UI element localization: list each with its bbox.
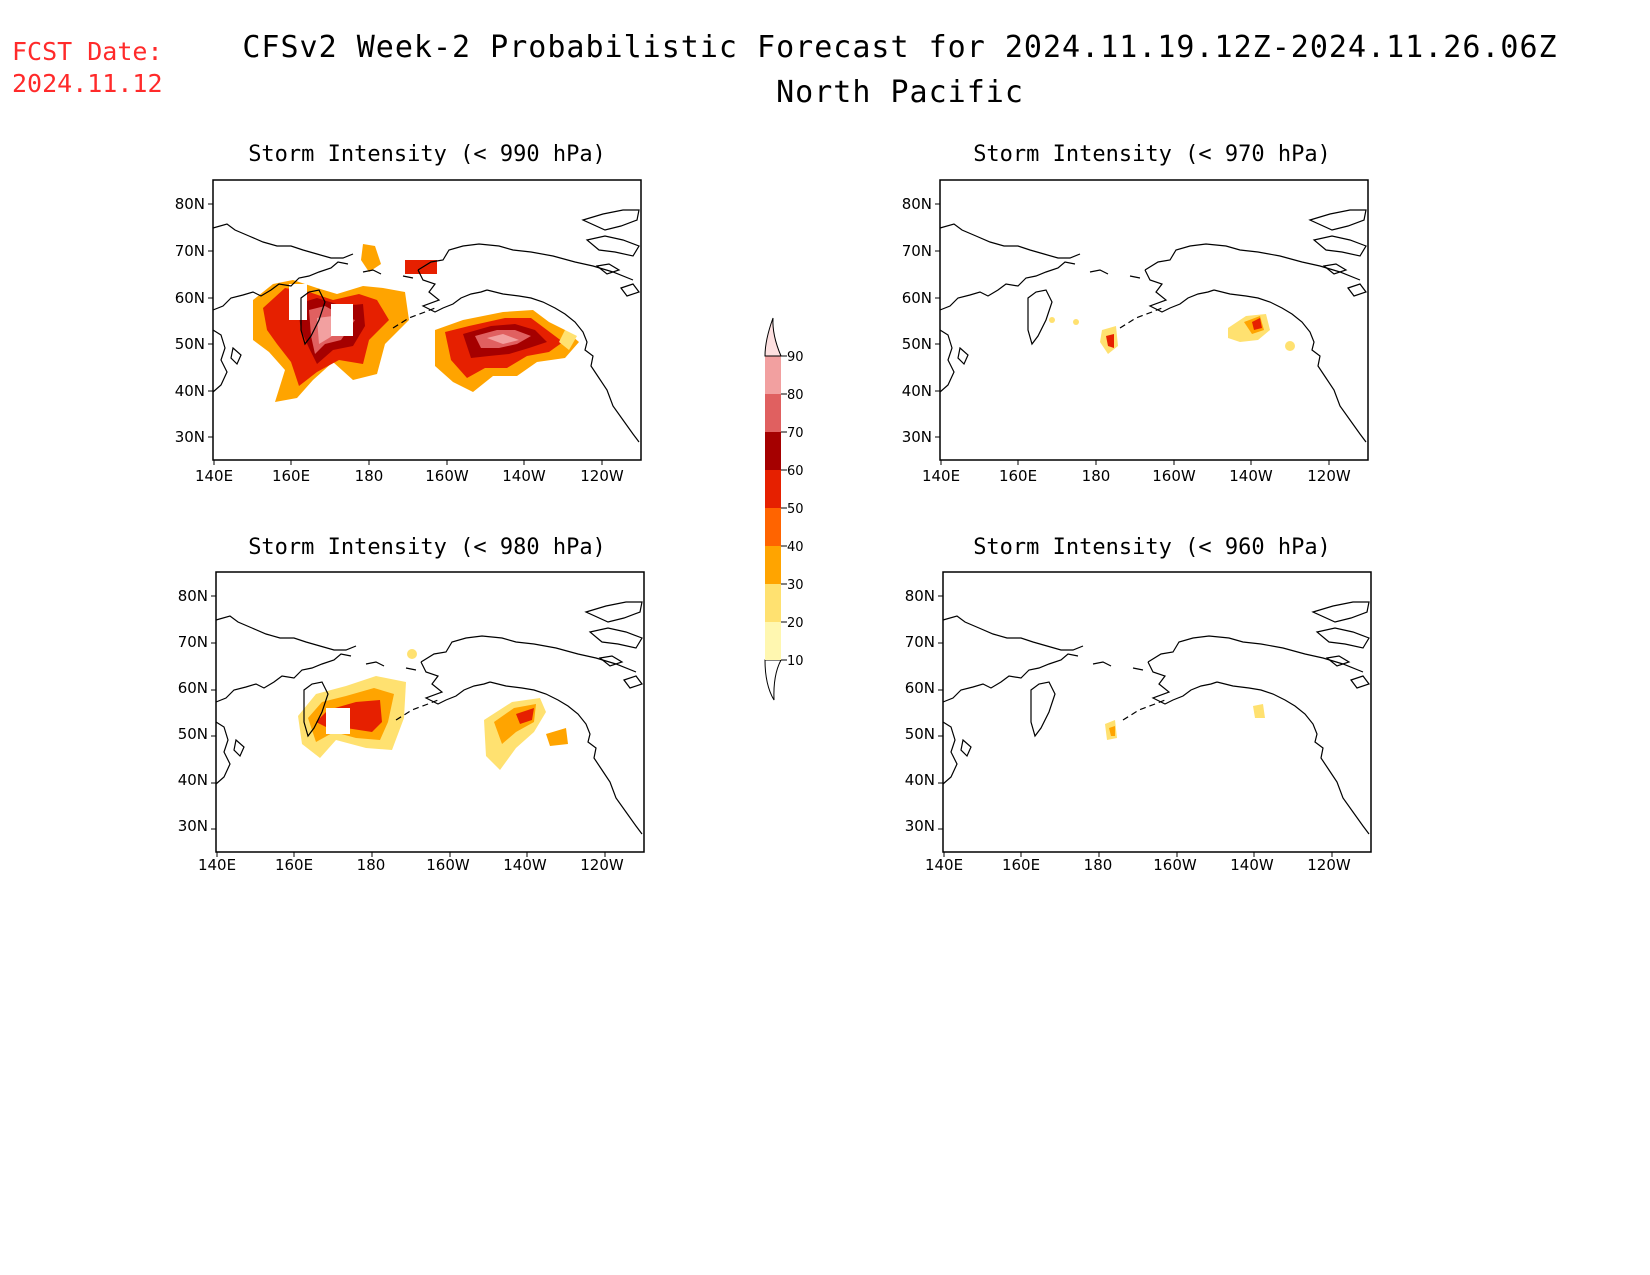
colorbar-swatch — [765, 394, 781, 432]
map-panel-970 — [934, 179, 1369, 466]
lat-label: 70N — [902, 242, 932, 260]
lon-label: 160W — [426, 856, 470, 874]
axis-labels-980: 80N 70N 60N 50N 40N 30N 140E 160E 180 16… — [178, 587, 624, 874]
probability-shading-980 — [298, 649, 568, 770]
panel-title-980: Storm Intensity (< 980 hPa) — [248, 535, 606, 560]
probability-shading-960 — [1105, 704, 1265, 740]
lat-label: 50N — [178, 725, 208, 743]
lat-label: 60N — [902, 289, 932, 307]
region-title: North Pacific — [776, 75, 1024, 110]
colorbar-label: 30 — [787, 578, 804, 593]
axis-labels-970: 80N 70N 60N 50N 40N 30N 140E 160E 180 16… — [902, 195, 1351, 485]
colorbar-label: 50 — [787, 502, 804, 517]
lat-label: 50N — [175, 335, 205, 353]
lat-label: 40N — [178, 771, 208, 789]
probability-shading-990 — [253, 244, 579, 402]
lon-label: 140W — [502, 467, 546, 485]
lon-label: 140W — [503, 856, 547, 874]
colorbar-swatch — [765, 584, 781, 622]
lon-label: 160E — [1002, 856, 1040, 874]
lat-label: 80N — [905, 587, 935, 605]
lon-label: 160W — [1153, 856, 1197, 874]
lat-label: 80N — [902, 195, 932, 213]
colorbar-label: 60 — [787, 464, 804, 479]
lat-label: 50N — [905, 725, 935, 743]
fcst-date-value: 2024.11.12 — [12, 69, 163, 98]
lat-label: 60N — [905, 679, 935, 697]
lon-label: 180 — [357, 856, 386, 874]
colorbar-swatch — [764, 317, 782, 357]
map-panel-990 — [207, 179, 642, 466]
colorbar-label: 40 — [787, 540, 804, 555]
colorbar-swatch — [765, 470, 781, 508]
colorbar-label: 10 — [787, 654, 804, 669]
lon-label: 140E — [195, 467, 233, 485]
lon-label: 160W — [425, 467, 469, 485]
colorbar-swatch — [765, 622, 781, 660]
lon-label: 180 — [355, 467, 384, 485]
colorbar-label: 90 — [787, 350, 804, 365]
panel-title-970: Storm Intensity (< 970 hPa) — [973, 142, 1331, 167]
lat-label: 70N — [905, 633, 935, 651]
lon-label: 160E — [999, 467, 1037, 485]
lat-label: 40N — [175, 382, 205, 400]
lat-label: 30N — [902, 428, 932, 446]
lat-label: 30N — [175, 428, 205, 446]
main-title: CFSv2 Week-2 Probabilistic Forecast for … — [242, 30, 1558, 65]
lat-label: 30N — [178, 817, 208, 835]
forecast-date-label: FCST Date: 2024.11.12 — [12, 36, 163, 100]
lon-label: 140E — [198, 856, 236, 874]
lon-label: 120W — [580, 467, 624, 485]
lat-label: 60N — [178, 679, 208, 697]
lon-label: 160E — [275, 856, 313, 874]
colorbar: 10 20 30 40 50 60 70 80 90 — [764, 317, 804, 701]
colorbar-label: 70 — [787, 426, 804, 441]
colorbar-swatch — [765, 356, 781, 394]
panel-title-990: Storm Intensity (< 990 hPa) — [248, 142, 606, 167]
axis-labels-960: 80N 70N 60N 50N 40N 30N 140E 160E 180 16… — [905, 587, 1351, 874]
lon-label: 120W — [1307, 856, 1351, 874]
lon-label: 140W — [1229, 467, 1273, 485]
lat-label: 40N — [902, 382, 932, 400]
lon-label: 140W — [1230, 856, 1274, 874]
lon-label: 180 — [1084, 856, 1113, 874]
lat-label: 80N — [178, 587, 208, 605]
lon-label: 140E — [922, 467, 960, 485]
probability-shading-970 — [1049, 314, 1295, 354]
lon-label: 120W — [580, 856, 624, 874]
lat-label: 30N — [905, 817, 935, 835]
colorbar-label: 80 — [787, 388, 804, 403]
colorbar-swatch — [765, 546, 781, 584]
lon-label: 140E — [925, 856, 963, 874]
lon-label: 120W — [1307, 467, 1351, 485]
lat-label: 50N — [902, 335, 932, 353]
lat-label: 60N — [175, 289, 205, 307]
axis-labels-990: 80N 70N 60N 50N 40N 30N 140E 160E 180 16… — [175, 195, 624, 485]
fcst-date-caption: FCST Date: — [12, 37, 163, 66]
colorbar-swatch — [765, 508, 781, 546]
lat-label: 70N — [178, 633, 208, 651]
lat-label: 40N — [905, 771, 935, 789]
lat-label: 70N — [175, 242, 205, 260]
map-panel-980 — [210, 571, 645, 858]
colorbar-label: 20 — [787, 616, 804, 631]
colorbar-swatch — [765, 432, 781, 470]
panel-title-960: Storm Intensity (< 960 hPa) — [973, 535, 1331, 560]
lon-label: 160W — [1152, 467, 1196, 485]
lon-label: 160E — [272, 467, 310, 485]
lat-label: 80N — [175, 195, 205, 213]
map-panel-960 — [937, 571, 1372, 858]
lon-label: 180 — [1082, 467, 1111, 485]
